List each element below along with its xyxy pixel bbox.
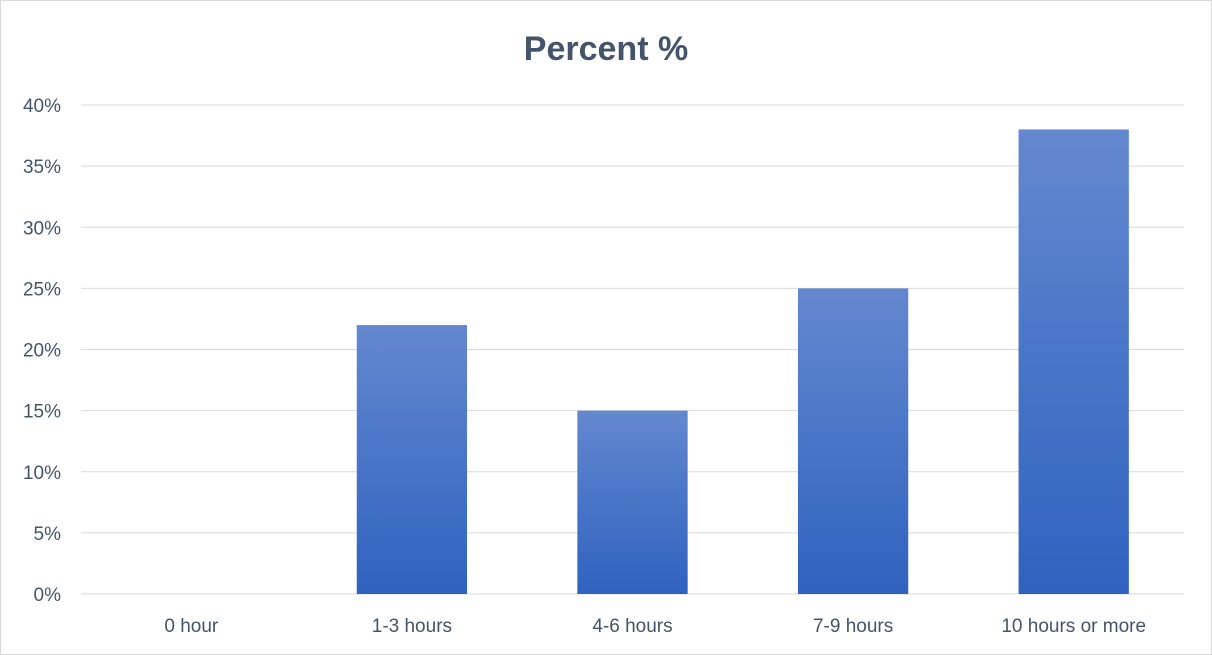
y-tick-label: 10% <box>23 463 61 484</box>
x-category-label: 7-9 hours <box>813 616 893 637</box>
y-tick-label: 5% <box>34 524 62 545</box>
y-tick-label: 40% <box>23 96 61 117</box>
y-tick-label: 20% <box>23 341 61 362</box>
bars <box>356 129 1129 594</box>
bar-7-9-hours <box>797 288 909 594</box>
y-axis-tick-labels: 0% 5% 10% 15% 20% 25% 30% 35% 40% <box>23 96 61 606</box>
y-tick-label: 0% <box>34 585 62 606</box>
y-tick-label: 15% <box>23 402 61 423</box>
y-tick-label: 25% <box>23 279 61 300</box>
x-category-label: 4-6 hours <box>592 616 672 637</box>
bar-1-3-hours <box>356 325 468 594</box>
x-category-label: 10 hours or more <box>1001 616 1146 637</box>
x-axis-category-labels: 0 hour 1-3 hours 4-6 hours 7-9 hours 10 hour… <box>164 616 1146 637</box>
x-category-label: 1-3 hours <box>372 616 452 637</box>
bar-4-6-hours <box>577 410 688 594</box>
chart-title: Percent % <box>524 30 688 68</box>
gridlines <box>81 104 1184 595</box>
bar-10-hours-or-more <box>1018 129 1129 594</box>
y-tick-label: 30% <box>23 218 61 239</box>
y-tick-label: 35% <box>23 157 61 178</box>
x-category-label: 0 hour <box>164 616 219 637</box>
